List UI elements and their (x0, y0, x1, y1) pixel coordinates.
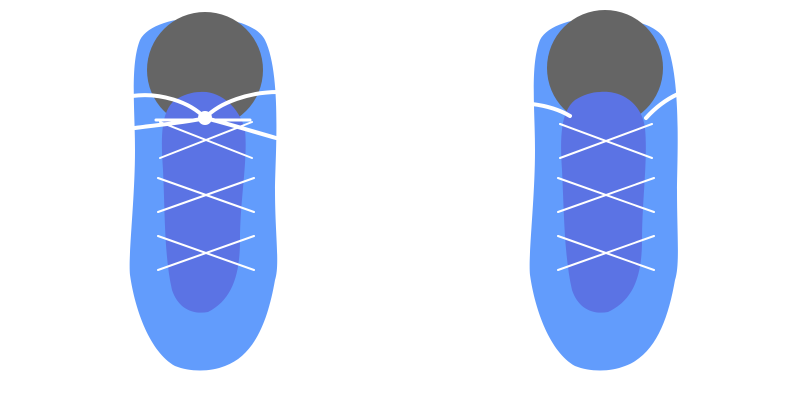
cross-lace (157, 177, 255, 213)
lace-end (644, 92, 680, 120)
cross-laces (557, 123, 655, 271)
shoe-opening (547, 10, 663, 126)
lace-bow (130, 90, 280, 140)
right-shoe (529, 10, 680, 371)
cross-lace (559, 123, 653, 159)
lace-ends-tucked (530, 92, 680, 120)
shoe-tongue (561, 91, 646, 313)
lace-knot (198, 111, 212, 125)
lace-end (530, 102, 572, 118)
left-shoe (129, 12, 280, 371)
cross-lace (557, 177, 655, 213)
cross-lace (157, 235, 255, 271)
cross-lace (557, 235, 655, 271)
